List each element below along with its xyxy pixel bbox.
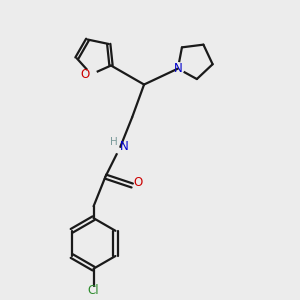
Text: H: H	[110, 136, 118, 147]
Circle shape	[114, 140, 127, 153]
Text: O: O	[80, 68, 89, 81]
Circle shape	[86, 69, 97, 80]
Text: Cl: Cl	[88, 284, 99, 297]
Text: N: N	[119, 140, 128, 153]
Text: N: N	[173, 62, 182, 75]
Text: O: O	[133, 176, 142, 189]
Circle shape	[172, 63, 184, 75]
